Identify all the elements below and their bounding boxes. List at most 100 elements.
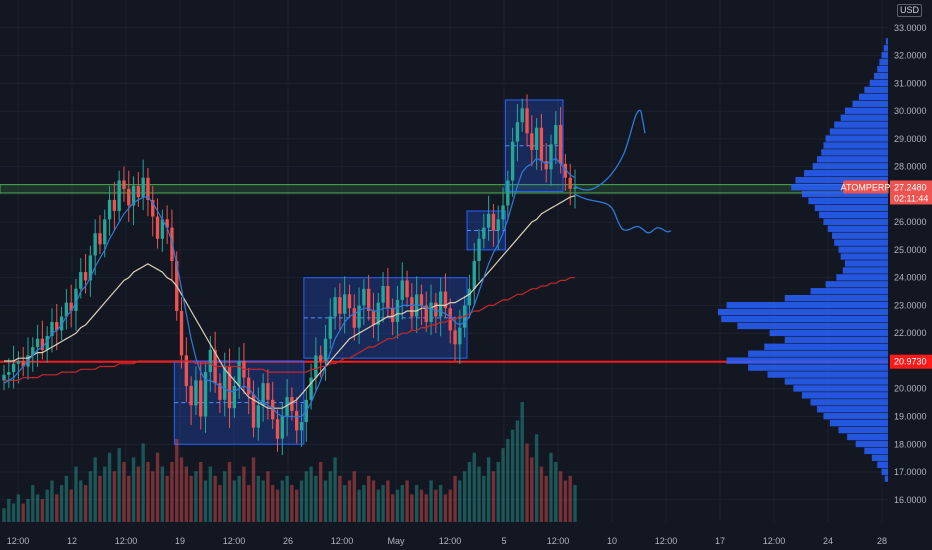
profile-bar bbox=[852, 100, 888, 107]
candle-body bbox=[486, 213, 491, 228]
bullish-forecast-path[interactable] bbox=[574, 110, 646, 191]
volume-bar bbox=[328, 471, 332, 522]
candle-body bbox=[534, 127, 539, 150]
candle-body bbox=[127, 188, 131, 206]
level-price-text: 20.9730 bbox=[894, 357, 927, 367]
profile-bar bbox=[721, 315, 888, 323]
volume-bar bbox=[69, 489, 73, 522]
candle-body bbox=[165, 219, 169, 228]
volume-bar bbox=[410, 494, 414, 522]
profile-bar bbox=[718, 308, 888, 316]
candle-body bbox=[21, 360, 25, 367]
candle-body bbox=[2, 374, 6, 381]
candle-body bbox=[299, 422, 304, 431]
candle-body bbox=[280, 416, 284, 439]
candle-body bbox=[50, 322, 54, 336]
level-price-tag bbox=[890, 354, 932, 369]
moving-average-slow bbox=[4, 277, 575, 381]
candle-body bbox=[424, 305, 428, 323]
candle-body bbox=[366, 288, 371, 311]
candle-body bbox=[309, 377, 313, 400]
time-tick-label: 12:00 bbox=[547, 536, 570, 546]
time-tick-label: 24 bbox=[823, 536, 833, 546]
candle-body bbox=[568, 177, 572, 189]
candle-body bbox=[338, 297, 342, 314]
candle-body bbox=[467, 288, 472, 306]
price-tick-label: 28.0000 bbox=[894, 162, 927, 172]
volume-bar bbox=[448, 489, 452, 522]
candle-body bbox=[218, 383, 222, 400]
candle-body bbox=[64, 302, 69, 317]
profile-bar bbox=[784, 378, 888, 385]
candle-body bbox=[45, 335, 49, 350]
profile-bar bbox=[844, 260, 888, 267]
volume-bar bbox=[155, 452, 160, 522]
moving-average-mid bbox=[4, 195, 576, 409]
time-axis[interactable]: 12:00 12 12:00 19 12:00 26 12:00 May 12:00 5 12:00… bbox=[7, 536, 887, 546]
profile-bar bbox=[885, 38, 888, 45]
profile-bar bbox=[847, 433, 888, 441]
time-tick-label: 26 bbox=[283, 536, 293, 546]
forecast-paths[interactable] bbox=[574, 110, 672, 234]
time-tick-label: 17 bbox=[715, 536, 725, 546]
volume-bar bbox=[520, 402, 524, 522]
candle-body bbox=[69, 302, 73, 311]
volume-bar bbox=[199, 462, 203, 522]
candle-body bbox=[443, 291, 448, 309]
candle-body bbox=[83, 272, 88, 281]
profile-bar bbox=[810, 288, 888, 295]
price-tick-label: 31.0000 bbox=[894, 78, 927, 88]
volume-bar bbox=[573, 485, 577, 522]
time-tick-label: 12:00 bbox=[439, 536, 462, 546]
profile-bar bbox=[821, 149, 888, 156]
candle-body bbox=[525, 108, 529, 134]
profile-bar bbox=[871, 454, 888, 462]
volume-bar bbox=[453, 475, 457, 522]
volume-bar bbox=[290, 485, 294, 522]
volume-bar bbox=[242, 466, 246, 522]
currency-selector[interactable]: USD bbox=[896, 4, 922, 17]
volume-bar bbox=[218, 485, 222, 522]
price-tick-label: 25.0000 bbox=[894, 245, 927, 255]
volume-bar bbox=[357, 489, 361, 522]
candle-body bbox=[285, 397, 289, 417]
candle-body bbox=[232, 385, 236, 409]
symbol-label-text: ATOMPERP bbox=[841, 182, 891, 192]
profile-bar bbox=[842, 267, 888, 274]
candle-body bbox=[237, 360, 241, 386]
profile-bar bbox=[877, 461, 888, 468]
volume-bar bbox=[189, 475, 193, 522]
profile-bar bbox=[858, 93, 888, 101]
candle-body bbox=[434, 302, 438, 317]
profile-bar bbox=[825, 281, 888, 288]
volume-bar bbox=[371, 480, 376, 522]
volume-bar bbox=[285, 475, 289, 522]
profile-bar bbox=[764, 343, 888, 350]
volume-bar bbox=[434, 489, 438, 522]
candle-body bbox=[496, 219, 500, 231]
profile-bar bbox=[840, 253, 888, 260]
candle-body bbox=[131, 186, 136, 206]
candle-body bbox=[405, 280, 409, 298]
volume-bar bbox=[563, 480, 568, 522]
bearish-forecast-path[interactable] bbox=[574, 193, 672, 234]
candle-body bbox=[491, 213, 496, 231]
volume-bar bbox=[549, 452, 553, 522]
volume-bar bbox=[400, 485, 404, 522]
profile-bar bbox=[726, 301, 888, 309]
time-tick-label: 12:00 bbox=[655, 536, 678, 546]
candle-body bbox=[251, 394, 256, 428]
volume-bar bbox=[59, 485, 64, 522]
candle-body bbox=[199, 380, 203, 417]
candle-body bbox=[122, 180, 126, 189]
volume-bar bbox=[443, 494, 448, 522]
volume-bar bbox=[534, 434, 539, 522]
profile-bar bbox=[801, 392, 888, 399]
profile-bar bbox=[838, 246, 888, 253]
profile-bar bbox=[869, 79, 888, 87]
candle-body bbox=[59, 316, 64, 331]
volume-bar bbox=[362, 485, 366, 522]
candle-body bbox=[520, 108, 524, 123]
profile-bar bbox=[810, 399, 888, 406]
